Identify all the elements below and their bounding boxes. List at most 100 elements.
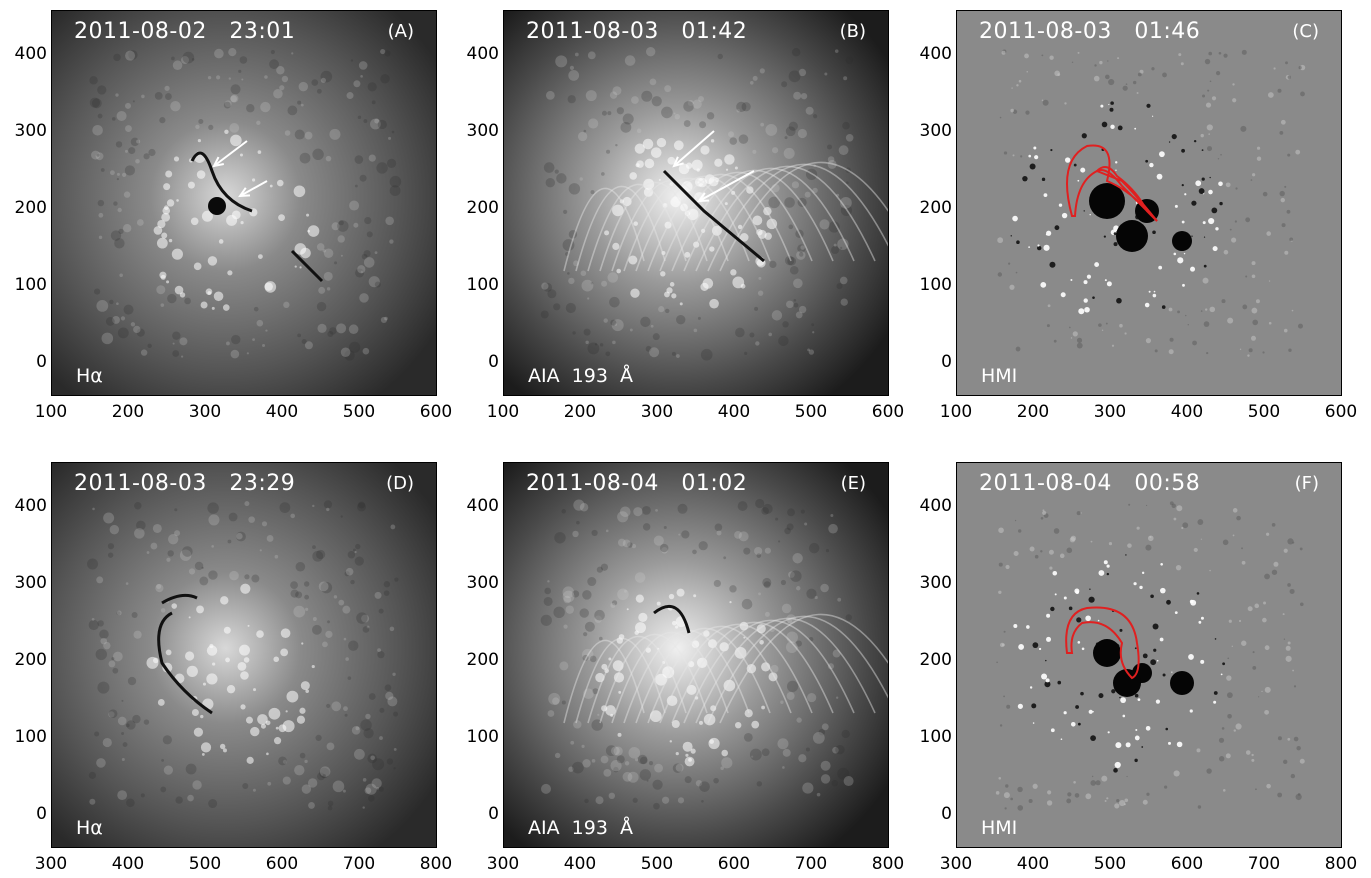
texture-dot: [1262, 617, 1267, 623]
texture-dot: [190, 217, 199, 226]
x-tick-label: 700: [1247, 854, 1281, 874]
texture-dot: [230, 134, 242, 147]
texture-dot: [311, 664, 315, 669]
texture-dot: [1200, 616, 1204, 620]
texture-dot: [240, 704, 246, 710]
texture-dot: [670, 196, 682, 208]
texture-dot: [287, 105, 298, 116]
texture-dot: [184, 651, 195, 661]
texture-dot: [360, 270, 364, 274]
texture-dot: [649, 710, 662, 723]
texture-dot: [353, 748, 365, 760]
texture-dot: [117, 790, 128, 801]
texture-dot: [312, 617, 317, 622]
panel-b: 2011-08-03 01:42 (B) AIA 193 Å: [503, 10, 889, 396]
texture-dot: [622, 771, 633, 782]
texture-dot: [996, 661, 998, 664]
texture-dot: [828, 221, 840, 233]
texture-dot: [171, 603, 178, 609]
texture-dot: [845, 614, 852, 621]
texture-dot: [663, 526, 667, 530]
y-tick-label: 100: [919, 727, 952, 747]
texture-dot: [583, 129, 587, 133]
texture-dot: [765, 124, 778, 136]
texture-dot: [654, 763, 663, 773]
texture-dot: [1188, 654, 1194, 660]
texture-dot: [603, 318, 608, 323]
texture-dot: [541, 282, 549, 290]
texture-dot: [788, 121, 798, 131]
texture-dot: [344, 713, 348, 717]
texture-dot: [1119, 696, 1121, 699]
texture-dot: [1154, 349, 1158, 353]
texture-dot: [700, 145, 710, 155]
texture-dot: [660, 543, 669, 553]
texture-dot: [563, 624, 568, 629]
texture-dot: [157, 219, 166, 229]
texture-dot: [736, 108, 741, 113]
texture-dot: [257, 254, 263, 259]
texture-dot: [744, 351, 748, 355]
texture-dot: [1161, 305, 1166, 309]
contour-line: [1065, 606, 1140, 680]
arrow-icon: [673, 130, 715, 167]
texture-dot: [540, 310, 549, 319]
texture-dot: [323, 248, 334, 258]
texture-dot: [299, 707, 306, 714]
texture-dot: [790, 570, 802, 582]
texture-dot: [1206, 768, 1212, 774]
texture-dot: [148, 148, 156, 157]
texture-dot: [343, 637, 347, 641]
timestamp: 2011-08-03 01:46: [979, 19, 1201, 44]
instrument-label: AIA 193 Å: [528, 365, 634, 387]
texture-dot: [758, 592, 761, 596]
texture-dot: [669, 182, 674, 186]
texture-dot: [1071, 61, 1074, 63]
texture-dot: [737, 501, 748, 511]
texture-dot: [273, 88, 283, 99]
texture-dot: [594, 609, 605, 621]
texture-dot: [362, 347, 370, 355]
texture-dot: [240, 671, 249, 680]
texture-dot: [1251, 261, 1256, 266]
texture-dot: [265, 329, 268, 332]
texture-dot: [743, 636, 746, 639]
texture-dot: [246, 104, 255, 113]
texture-dot: [270, 49, 275, 55]
texture-dot: [274, 554, 279, 559]
texture-dot: [1068, 606, 1073, 611]
x-tick-label: 600: [717, 854, 751, 874]
texture-dot: [605, 529, 609, 533]
texture-dot: [1202, 94, 1206, 98]
texture-dot: [294, 265, 297, 268]
texture-dot: [622, 113, 634, 125]
texture-dot: [1040, 517, 1044, 520]
texture-dot: [1049, 566, 1053, 570]
texture-dot: [676, 314, 686, 325]
texture-dot: [1226, 692, 1233, 699]
arrow-icon: [213, 140, 248, 167]
texture-dot: [1033, 146, 1037, 150]
texture-dot: [304, 759, 308, 764]
texture-dot: [608, 792, 616, 800]
x-tick-label: 400: [717, 402, 751, 422]
texture-dot: [1012, 215, 1018, 222]
texture-dot: [1110, 124, 1115, 130]
image-background: [957, 463, 1341, 847]
texture-dot: [230, 84, 241, 95]
coronal-loop: [719, 613, 888, 724]
texture-dot: [653, 535, 664, 546]
texture-dot: [246, 352, 249, 355]
texture-dot: [786, 631, 798, 644]
texture-dot: [1026, 70, 1029, 73]
coronal-loop: [659, 623, 813, 724]
texture-dot: [1212, 246, 1218, 252]
texture-dot: [379, 707, 385, 713]
texture-dot: [1284, 185, 1287, 188]
texture-dot: [316, 549, 326, 560]
texture-dot: [786, 692, 795, 701]
texture-dot: [738, 531, 749, 542]
texture-dot: [579, 503, 589, 512]
x-tick-label: 800: [1324, 854, 1358, 874]
texture-dot: [1100, 104, 1104, 108]
